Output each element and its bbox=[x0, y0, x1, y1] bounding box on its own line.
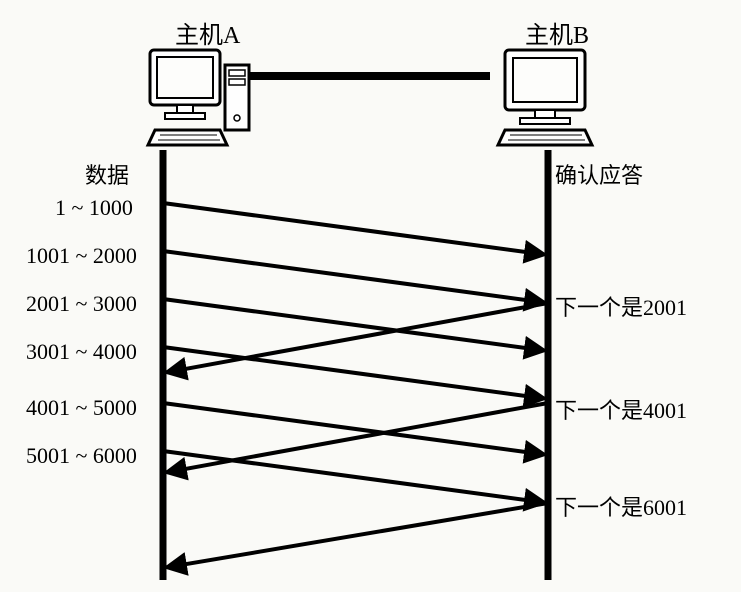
send-arrow bbox=[163, 451, 544, 502]
arrows-group bbox=[163, 203, 548, 567]
diagram-container: 主机A 主机B bbox=[0, 0, 741, 592]
send-arrow bbox=[163, 299, 544, 350]
ack-arrow bbox=[167, 403, 548, 472]
ack-arrow bbox=[167, 303, 548, 372]
send-arrow bbox=[163, 203, 544, 254]
send-arrow bbox=[163, 347, 544, 398]
arrows-svg bbox=[0, 0, 741, 592]
send-arrow bbox=[163, 403, 544, 454]
send-arrow bbox=[163, 251, 544, 302]
ack-arrow bbox=[167, 503, 548, 567]
